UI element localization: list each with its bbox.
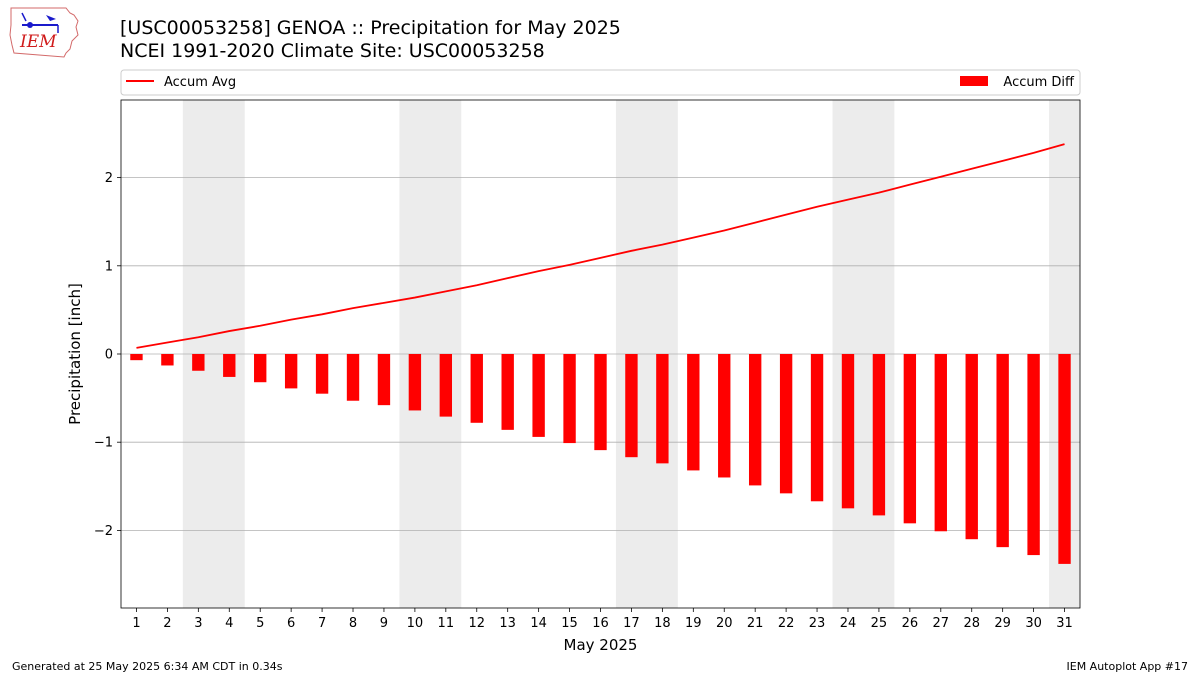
weekend-band [615, 100, 678, 608]
x-tick-label: 13 [499, 616, 516, 631]
accum-diff-bar [810, 354, 824, 502]
x-tick-label: 3 [194, 616, 202, 631]
accum-diff-bar [903, 354, 917, 524]
y-tick-label: 1 [105, 259, 113, 274]
logo-text: IEM [19, 32, 57, 52]
x-tick-label: 19 [685, 616, 702, 631]
accum-diff-bar [254, 354, 267, 383]
iowa-outline-icon [9, 7, 79, 58]
weekend-band [399, 100, 462, 608]
legend-box [120, 69, 1081, 96]
generated-timestamp: Generated at 25 May 2025 6:34 AM CDT in … [12, 660, 283, 673]
x-tick-label: 10 [407, 616, 424, 631]
accum-diff-bar [532, 354, 545, 437]
accum-diff-bar [1058, 354, 1071, 564]
weekend-band [1049, 100, 1080, 608]
x-tick-label: 26 [902, 616, 919, 631]
accum-diff-bar [408, 354, 422, 411]
x-tick-label: 15 [561, 616, 578, 631]
accum-diff-bar [563, 354, 576, 444]
x-tick-label: 23 [809, 616, 826, 631]
accum-diff-bar [130, 354, 143, 361]
x-tick-label: 29 [994, 616, 1011, 631]
accum-diff-bar [718, 354, 731, 478]
x-tick-label: 20 [716, 616, 733, 631]
accum-diff-bar [346, 354, 360, 401]
app-credit: IEM Autoplot App #17 [1066, 660, 1189, 673]
x-tick-label: 5 [256, 616, 264, 631]
accum-diff-bar [1027, 354, 1040, 556]
iem-logo: IEM [9, 7, 79, 58]
accum-diff-bar [377, 354, 391, 406]
y-tick-label: −1 [94, 436, 113, 451]
accum-diff-bar [223, 354, 236, 377]
accum-diff-bar [687, 354, 700, 471]
weekend-band [182, 100, 245, 608]
accum-avg-line [136, 143, 1065, 349]
accum-diff-bar [779, 354, 793, 494]
y-tick-label: −2 [94, 524, 113, 539]
x-tick-label: 27 [933, 616, 950, 631]
y-tick-label: 2 [105, 171, 113, 186]
x-tick-label: 4 [225, 616, 233, 631]
accum-diff-bar [934, 354, 947, 532]
x-tick-label: 1 [132, 616, 140, 631]
accum-diff-bar [872, 354, 886, 516]
plot-frame [120, 99, 1081, 609]
x-tick-label: 12 [468, 616, 485, 631]
y-axis-label: Precipitation [inch] [66, 283, 84, 425]
accum-diff-bar [748, 354, 762, 486]
x-tick-label: 18 [654, 616, 671, 631]
legend-bar-swatch [960, 76, 988, 86]
x-tick-label: 16 [592, 616, 609, 631]
x-tick-label: 11 [438, 616, 455, 631]
x-tick-label: 17 [623, 616, 640, 631]
accum-diff-bar [501, 354, 514, 430]
accum-diff-bar [161, 354, 174, 366]
legend-label-accum-avg: Accum Avg [164, 75, 236, 90]
accum-diff-bar [192, 354, 205, 371]
legend-label-accum-diff: Accum Diff [1003, 75, 1075, 90]
accum-diff-bar [315, 354, 329, 394]
weekend-band [832, 100, 895, 608]
accum-diff-bar [625, 354, 638, 458]
x-tick-label: 28 [963, 616, 980, 631]
x-tick-label: 9 [380, 616, 388, 631]
accum-diff-bar [594, 354, 607, 451]
x-tick-label: 24 [840, 616, 857, 631]
accum-diff-bar [841, 354, 855, 509]
chart-title: [USC00053258] GENOA :: Precipitation for… [120, 17, 621, 39]
accum-diff-bar [996, 354, 1009, 548]
accum-diff-bar [439, 354, 453, 417]
x-axis-label: May 2025 [564, 636, 638, 654]
x-tick-label: 31 [1056, 616, 1073, 631]
x-tick-label: 7 [318, 616, 326, 631]
accum-diff-bar [656, 354, 669, 464]
x-tick-label: 22 [778, 616, 795, 631]
accum-diff-bar [284, 354, 298, 389]
x-tick-label: 2 [163, 616, 171, 631]
chart-subtitle: NCEI 1991-2020 Climate Site: USC00053258 [120, 40, 545, 62]
x-tick-label: 21 [747, 616, 764, 631]
x-tick-label: 25 [871, 616, 888, 631]
y-tick-label: 0 [105, 348, 113, 363]
accum-diff-bar [965, 354, 978, 540]
x-tick-label: 30 [1025, 616, 1042, 631]
x-tick-label: 6 [287, 616, 295, 631]
x-tick-label: 14 [530, 616, 547, 631]
accum-diff-bar [470, 354, 483, 423]
x-tick-label: 8 [349, 616, 357, 631]
